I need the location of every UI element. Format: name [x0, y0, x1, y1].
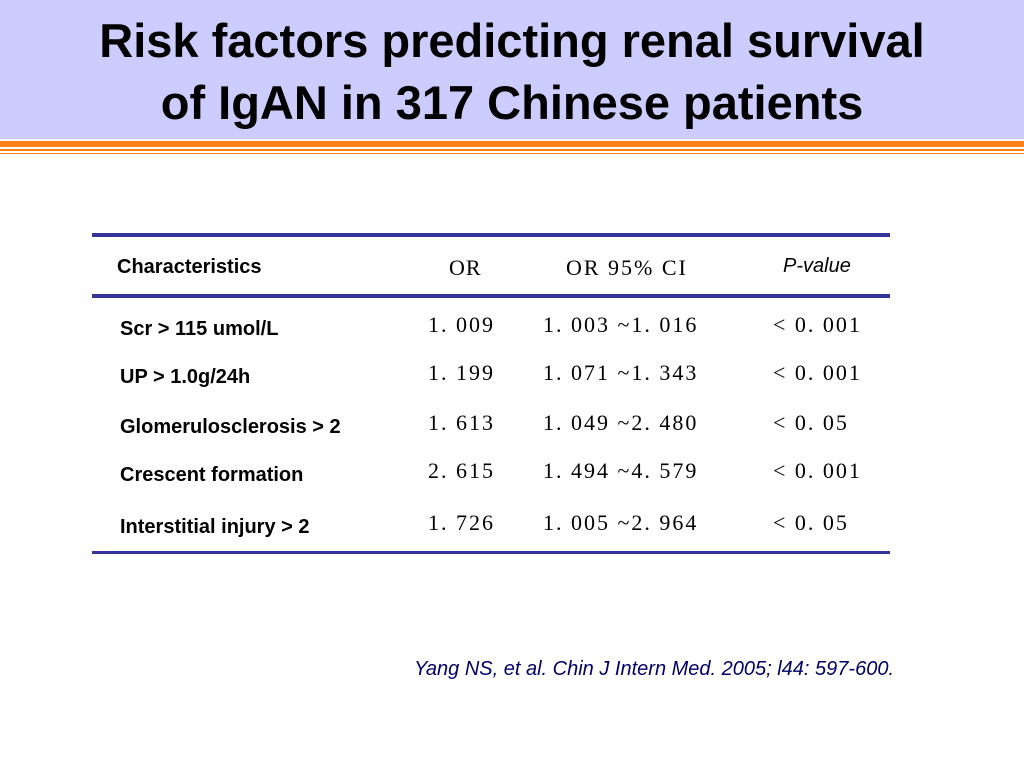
slide-title-line-2: of IgAN in 317 Chinese patients [160, 76, 864, 129]
header-p-value: P-value [783, 255, 851, 277]
accent-stripe-medium [0, 149, 1024, 151]
header-or-ci: OR 95% CI [566, 255, 688, 280]
table-row: Crescent formation 2. 615 1. 494 ~4. 579… [0, 458, 1024, 498]
row-label: Scr > 115 umol/L [120, 318, 279, 340]
header-or: OR [449, 255, 482, 280]
title-band [0, 0, 1024, 139]
row-p: < 0. 05 [773, 410, 849, 435]
table-bottom-rule [92, 551, 890, 554]
row-or: 1. 199 [428, 360, 495, 385]
row-or: 2. 615 [428, 458, 495, 483]
row-label: Interstitial injury > 2 [120, 516, 310, 538]
header-characteristics: Characteristics [117, 256, 262, 278]
row-p: < 0. 05 [773, 510, 849, 535]
table-row: UP > 1.0g/24h 1. 199 1. 071 ~1. 343 < 0.… [0, 360, 1024, 400]
slide-title: Risk factors predicting renal survival o… [0, 10, 1024, 134]
row-or: 1. 613 [428, 410, 495, 435]
row-or: 1. 726 [428, 510, 495, 535]
accent-stripe-thick [0, 141, 1024, 147]
row-ci: 1. 494 ~4. 579 [543, 458, 699, 483]
row-p: < 0. 001 [773, 458, 862, 483]
table-row: Glomerulosclerosis > 2 1. 613 1. 049 ~2.… [0, 410, 1024, 450]
row-ci: 1. 003 ~1. 016 [543, 312, 699, 337]
table-header-rule [92, 294, 890, 298]
citation: Yang NS, et al. Chin J Intern Med. 2005;… [414, 658, 894, 680]
row-label: Glomerulosclerosis > 2 [120, 416, 341, 438]
row-label: UP > 1.0g/24h [120, 366, 251, 388]
row-p: < 0. 001 [773, 312, 862, 337]
slide-title-line-1: Risk factors predicting renal survival [99, 14, 925, 67]
row-label: Crescent formation [120, 464, 304, 486]
table-top-rule [92, 233, 890, 237]
row-p: < 0. 001 [773, 360, 862, 385]
accent-stripe-thin [0, 153, 1024, 154]
table-row: Interstitial injury > 2 1. 726 1. 005 ~2… [0, 510, 1024, 550]
table-row: Scr > 115 umol/L 1. 009 1. 003 ~1. 016 <… [0, 312, 1024, 352]
row-ci: 1. 049 ~2. 480 [543, 410, 699, 435]
row-ci: 1. 005 ~2. 964 [543, 510, 699, 535]
row-or: 1. 009 [428, 312, 495, 337]
row-ci: 1. 071 ~1. 343 [543, 360, 699, 385]
